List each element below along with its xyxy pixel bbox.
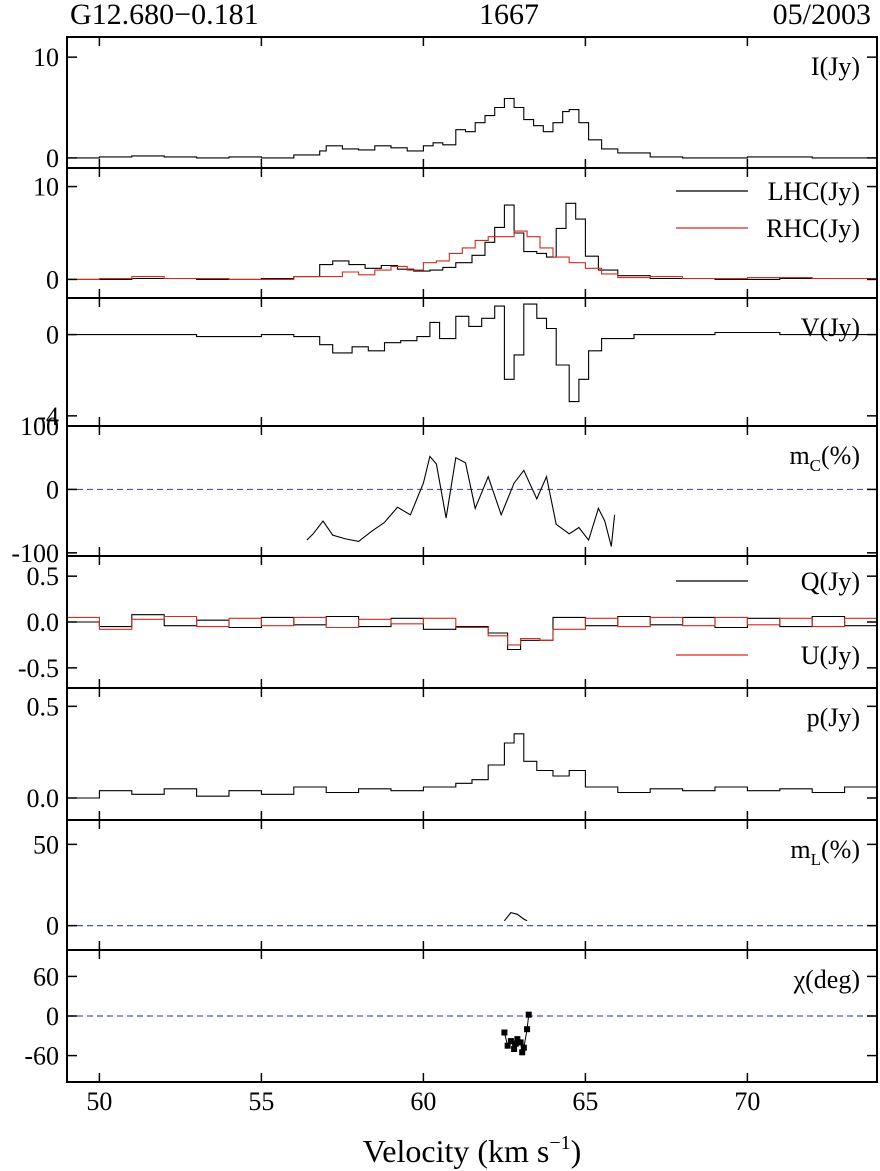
x-tick-label-2: 60 — [410, 1087, 436, 1116]
legend-label-QU-1: U(Jy) — [801, 641, 860, 670]
panel-label-tail-mL: (%) — [821, 835, 860, 864]
y-tick-label-chi-0: 60 — [33, 962, 59, 991]
x-tick-label-0: 50 — [86, 1087, 112, 1116]
panel-label-sub-mC: C — [810, 456, 821, 475]
panel-label-p: p(Jy) — [807, 703, 860, 732]
panel-label-I: I(Jy) — [811, 52, 860, 81]
y-tick-label-mC-0: 100 — [20, 412, 59, 441]
panel-stack: 010 I(Jy)010 LHC(Jy)RHC(Jy)0-4V(Jy)1000-10… — [11, 36, 878, 1083]
y-tick-label-QU-1: 0.0 — [27, 608, 60, 637]
panel-mL: 50 0 mL(%) — [33, 819, 878, 951]
y-tick-label-LR-1: 10 — [33, 173, 59, 202]
panel-frame-V — [66, 297, 878, 427]
panel-label-main-mL: m — [790, 835, 810, 864]
series-chi-0-point-0 — [501, 1029, 508, 1036]
plot-area-chi — [501, 1011, 532, 1056]
series-I-0-line — [67, 97, 877, 159]
series-chi-0-point-2 — [507, 1038, 514, 1045]
panel-frame-QU — [66, 555, 878, 689]
series-chi-0-point-8 — [520, 1044, 527, 1051]
series-chi-0-point-3 — [511, 1046, 518, 1052]
legend-label-LR-1: RHC(Jy) — [766, 214, 860, 243]
series-chi-0-point-4 — [512, 1040, 519, 1047]
plot-area-mC — [306, 455, 616, 547]
panel-QU: 0.5 0.0 -0.5 Q(Jy) U(Jy) — [18, 555, 878, 689]
x-axis: 50 55 60 65 70 — [86, 1087, 760, 1116]
y-tick-label-QU-2: -0.5 — [18, 654, 59, 683]
y-tick-label-p-1: 0.0 — [27, 784, 60, 813]
panel-label-sub-mL: L — [811, 850, 821, 869]
series-chi-0-point-7 — [519, 1049, 526, 1056]
y-tick-label-V-0: 0 — [46, 321, 59, 350]
series-chi-0-point-10 — [525, 1011, 532, 1018]
plot-area-p — [67, 733, 877, 799]
series-LR-1-line — [67, 230, 877, 280]
series-QU-0-line — [67, 614, 877, 651]
panel-label-chi: χ(deg) — [793, 965, 860, 994]
series-mL-0-line — [503, 911, 528, 922]
panel-frame-I — [66, 36, 878, 169]
panel-label-V: V(Jy) — [801, 313, 860, 342]
series-LR-0-line — [67, 202, 877, 280]
panel-mC: 100 0 -100 mC(%) — [11, 412, 878, 568]
series-V-0-line — [67, 303, 877, 403]
plot-area-mL — [503, 911, 528, 922]
series-chi-0-point-5 — [514, 1036, 521, 1043]
series-mC-0-line — [306, 455, 616, 547]
x-axis-label-text: Velocity (km s — [363, 1133, 550, 1169]
x-axis-label-exponent: −1 — [549, 1132, 570, 1154]
panel-label-main-p: p(Jy) — [807, 703, 860, 732]
series-p-0-line — [67, 733, 877, 799]
panel-label-mL: mL(%) — [790, 835, 860, 869]
y-tick-label-LR-0: 0 — [46, 265, 59, 294]
panel-label-tail-mC: (%) — [821, 441, 860, 470]
panel-label-mC: mC(%) — [789, 441, 860, 475]
y-tick-label-chi-2: -60 — [24, 1042, 59, 1071]
panel-label-main-V: V(Jy) — [801, 313, 860, 342]
y-tick-label-mL-0: 50 — [33, 830, 59, 859]
legend-label-QU-0: Q(Jy) — [801, 567, 860, 596]
epoch-date: 05/2003 — [773, 0, 871, 31]
transition-line: 1667 — [479, 0, 539, 31]
series-chi-0-point-1 — [504, 1042, 511, 1049]
panel-p: 0.5 0.0 p(Jy) — [27, 687, 878, 821]
y-tick-label-I-0: 0 — [46, 144, 59, 173]
series-chi-0-point-9 — [524, 1026, 531, 1033]
legend-label-LR-0: LHC(Jy) — [768, 177, 860, 206]
panel-V: 0 -4 V(Jy) — [37, 297, 878, 431]
plot-area-LR — [67, 202, 877, 280]
series-QU-1-line — [67, 615, 877, 646]
series-chi-0-point-6 — [517, 1039, 524, 1046]
x-axis-label: Velocity (km s−1) — [363, 1132, 582, 1169]
panel-chi: 60 0 -60 χ(deg) — [24, 949, 878, 1083]
x-tick-label-4: 70 — [734, 1087, 760, 1116]
panel-frame-mL — [66, 819, 878, 951]
x-tick-label-1: 55 — [248, 1087, 274, 1116]
x-tick-label-3: 65 — [572, 1087, 598, 1116]
y-tick-label-mC-1: 0 — [46, 475, 59, 504]
plot-area-QU — [67, 614, 877, 651]
y-tick-label-p-0: 0.5 — [27, 692, 60, 721]
plot-area-V — [67, 303, 877, 403]
panel-label-main-mC: m — [789, 441, 809, 470]
panel-label-main-chi: χ(deg) — [793, 965, 860, 994]
y-tick-label-mC-2: -100 — [11, 539, 59, 568]
y-tick-label-QU-0: 0.5 — [27, 562, 60, 591]
panel-I: 0 10 I(Jy) — [33, 36, 878, 173]
y-tick-label-V-1: -4 — [37, 402, 59, 431]
y-tick-label-chi-1: 0 — [46, 1002, 59, 1031]
panel-frame-p — [66, 687, 878, 821]
y-tick-label-mL-1: 0 — [46, 912, 59, 941]
plot-area-I — [67, 97, 877, 159]
source-name: G12.680−0.181 — [70, 0, 259, 31]
y-tick-label-I-1: 10 — [33, 43, 59, 72]
panel-label-main-I: I(Jy) — [811, 52, 860, 81]
x-axis-label-tail: ) — [571, 1133, 582, 1169]
panel-LR: 0 10 LHC(Jy) RHC(Jy) — [33, 167, 878, 299]
